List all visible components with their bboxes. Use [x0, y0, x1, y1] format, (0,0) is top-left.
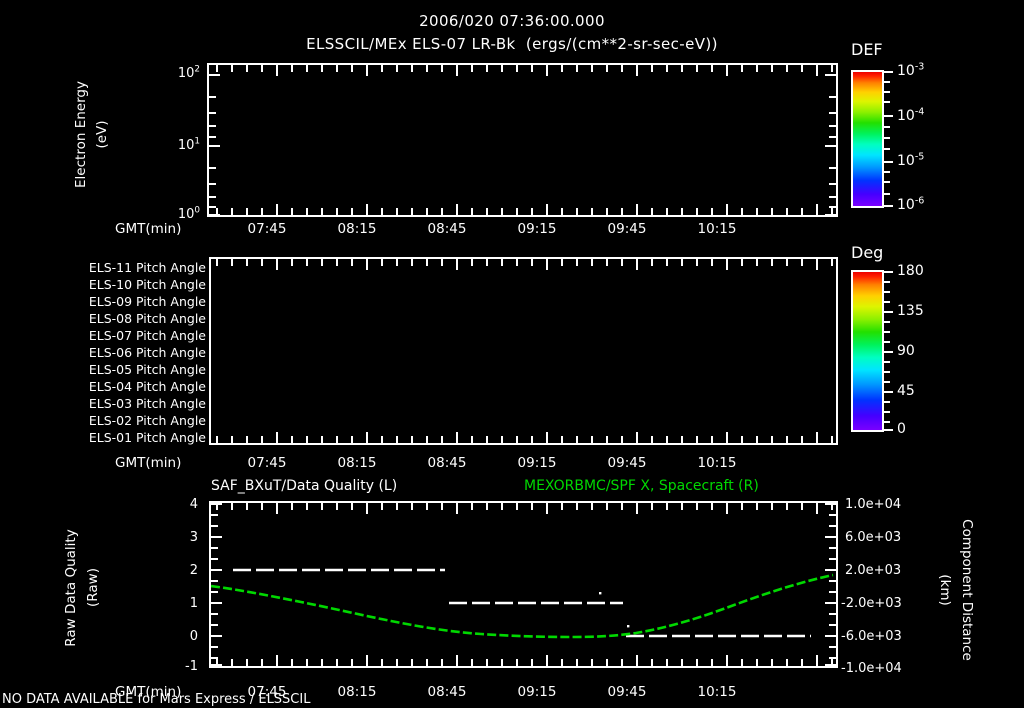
pitch-angle-row-label: ELS-11 Pitch Angle: [88, 260, 206, 275]
panel3-ytick-right: -2.0e+03: [841, 596, 902, 611]
panel1-xaxis-label: GMT(min): [115, 221, 182, 237]
deg-colorbar-label: 0: [897, 421, 906, 437]
pitch-angle-row-label: ELS-03 Pitch Angle: [88, 396, 206, 411]
panel2-xtick-label: 08:15: [337, 455, 377, 471]
pitch-angle-row-label: ELS-02 Pitch Angle: [88, 413, 206, 428]
data-quality-transition-dots: [599, 592, 630, 628]
panel1-xtick-label: 09:15: [517, 221, 557, 237]
panel2-xtick-label: 10:15: [697, 455, 737, 471]
def-colorbar[interactable]: [851, 70, 884, 208]
pitch-angle-row-label: ELS-09 Pitch Angle: [88, 294, 206, 309]
panel3-ylabel-left-line2: (Raw): [85, 568, 101, 607]
panel1-ytick-1e1: 101: [177, 136, 200, 153]
panel1-xtick-label: 08:15: [337, 221, 377, 237]
data-quality-trace: [233, 568, 811, 638]
panel3-ytick-right: -6.0e+03: [841, 629, 902, 644]
panel3-ytick-right: 1.0e+04: [845, 497, 902, 512]
panel3-ylabel-right-line2: (km): [937, 574, 953, 606]
pitch-angle-row-label: ELS-06 Pitch Angle: [88, 345, 206, 360]
deg-colorbar-title: Deg: [851, 243, 884, 262]
panel1-ytick-1e2: 102: [177, 64, 200, 81]
spacecraft-distance-trace: [211, 573, 834, 639]
panel3-ytick-left: 4: [189, 497, 198, 512]
deg-colorbar-label: 180: [897, 263, 924, 279]
panel-electron-energy-ticks: [209, 65, 836, 216]
panel3-xtick-label: 08:15: [337, 684, 377, 700]
pitch-angle-row-label: ELS-04 Pitch Angle: [88, 379, 206, 394]
panel1-xtick-label: 08:45: [427, 221, 467, 237]
no-data-status-message: NO DATA AVAILABLE for Mars Express / ELS…: [2, 692, 311, 707]
deg-colorbar-label: 45: [897, 383, 915, 399]
pitch-angle-row-label: ELS-01 Pitch Angle: [88, 430, 206, 445]
plot-dataset-title: ELSSCIL/MEx ELS-07 LR-Bk (ergs/(cm**2-sr…: [306, 35, 718, 53]
panel3-ytick-left: 1: [189, 596, 198, 611]
panel1-xtick-label: 09:45: [607, 221, 647, 237]
panel2-xaxis-label: GMT(min): [115, 455, 182, 471]
panel3-ytick-left: -1: [185, 659, 198, 674]
panel3-xtick-label: 09:15: [517, 684, 557, 700]
pitch-angle-row-label: ELS-07 Pitch Angle: [88, 328, 206, 343]
panel3-title-right: MEXORBMC/SPF X, Spacecraft (R): [524, 478, 759, 494]
panel3-ytick-left: 2: [189, 563, 198, 578]
panel3-xtick-label: 07:45: [247, 684, 287, 700]
panel1-ylabel-line1: Electron Energy: [73, 81, 89, 188]
panel3-ytick-right: -1.0e+04: [841, 661, 902, 676]
pitch-angle-row-label: ELS-05 Pitch Angle: [88, 362, 206, 377]
def-colorbar-label: 10-3: [897, 61, 925, 79]
panel-pitch-angle-plot[interactable]: [209, 257, 838, 445]
deg-colorbar-label: 90: [897, 343, 915, 359]
panel-data-quality-ticks: [211, 503, 836, 666]
panel-electron-energy-plot[interactable]: [207, 63, 838, 217]
def-colorbar-title: DEF: [851, 40, 883, 59]
pitch-angle-row-label: ELS-08 Pitch Angle: [88, 311, 206, 326]
def-colorbar-label: 10-5: [897, 151, 925, 169]
panel3-xtick-label: 10:15: [697, 684, 737, 700]
panel3-xaxis-label: GMT(min): [115, 684, 182, 700]
panel3-ytick-right: 2.0e+03: [845, 563, 902, 578]
panel3-ytick-right: 6.0e+03: [845, 530, 902, 545]
panel-data-quality-traces: [211, 568, 834, 639]
deg-colorbar-label: 135: [897, 303, 924, 319]
panel2-xtick-label: 09:45: [607, 455, 647, 471]
plot-datetime-title: 2006/020 07:36:00.000: [419, 12, 605, 30]
def-colorbar-gradient: [853, 72, 882, 206]
panel1-ylabel-line2: (eV): [94, 120, 110, 149]
panel1-ytick-1e0: 100: [177, 205, 200, 222]
deg-colorbar-ticks: [884, 271, 893, 431]
def-colorbar-label: 10-6: [897, 195, 925, 213]
panel1-xtick-label: 07:45: [247, 221, 287, 237]
pitch-angle-row-label: ELS-10 Pitch Angle: [88, 277, 206, 292]
panel2-xtick-label: 08:45: [427, 455, 467, 471]
panel3-xtick-label: 09:45: [607, 684, 647, 700]
panel2-xtick-label: 07:45: [247, 455, 287, 471]
panel3-title-left: SAF_BXuT/Data Quality (L): [211, 478, 398, 494]
panel-pitch-angle-ticks: [216, 259, 833, 443]
def-colorbar-ticks: [884, 71, 893, 207]
panel2-xtick-label: 09:15: [517, 455, 557, 471]
panel3-ytick-left: 0: [189, 629, 198, 644]
deg-colorbar[interactable]: [851, 270, 884, 432]
panel3-ylabel-left-line1: Raw Data Quality: [63, 529, 79, 647]
pitch-angle-row-labels: ELS-11 Pitch Angle ELS-10 Pitch Angle EL…: [56, 258, 206, 445]
panel3-xtick-label: 08:45: [427, 684, 467, 700]
panel1-xtick-label: 10:15: [697, 221, 737, 237]
panel-data-quality-plot[interactable]: [209, 501, 838, 668]
panel3-ytick-left: 3: [189, 530, 198, 545]
panel3-ylabel-right-line1: Component Distance: [959, 519, 975, 661]
def-colorbar-label: 10-4: [897, 106, 925, 124]
deg-colorbar-gradient: [853, 272, 882, 430]
